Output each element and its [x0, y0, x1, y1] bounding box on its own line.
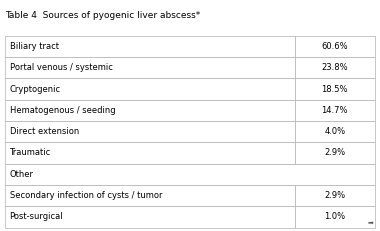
- Bar: [294, 185, 375, 206]
- Bar: [294, 36, 375, 57]
- Bar: [5, 142, 294, 164]
- Bar: [294, 78, 375, 100]
- Text: 1.0%: 1.0%: [324, 212, 345, 221]
- Text: Direct extension: Direct extension: [10, 127, 79, 136]
- Bar: [5, 100, 294, 121]
- Text: 2.9%: 2.9%: [324, 149, 345, 158]
- Bar: [5, 185, 294, 206]
- Text: Cryptogenic: Cryptogenic: [10, 85, 61, 94]
- Text: Biliary tract: Biliary tract: [10, 42, 59, 51]
- Text: Secondary infection of cysts / tumor: Secondary infection of cysts / tumor: [10, 191, 162, 200]
- Text: 23.8%: 23.8%: [321, 63, 348, 72]
- Bar: [5, 36, 294, 57]
- Text: 2.9%: 2.9%: [324, 191, 345, 200]
- Bar: [294, 206, 375, 228]
- Text: Traumatic: Traumatic: [10, 149, 51, 158]
- Text: 60.6%: 60.6%: [321, 42, 348, 51]
- Bar: [294, 142, 375, 164]
- Text: Hematogenous / seeding: Hematogenous / seeding: [10, 106, 115, 115]
- Bar: [5, 78, 294, 100]
- Bar: [294, 57, 375, 78]
- Bar: [5, 206, 294, 228]
- Text: ➡: ➡: [367, 220, 373, 226]
- Text: 14.7%: 14.7%: [321, 106, 348, 115]
- Bar: [5, 57, 294, 78]
- Text: Table 4  Sources of pyogenic liver abscess*: Table 4 Sources of pyogenic liver absces…: [5, 11, 200, 20]
- Bar: [5, 121, 294, 142]
- Bar: [294, 121, 375, 142]
- Text: Other: Other: [10, 170, 33, 179]
- Text: Portal venous / systemic: Portal venous / systemic: [10, 63, 112, 72]
- Text: Post-surgical: Post-surgical: [10, 212, 63, 221]
- Bar: [294, 100, 375, 121]
- Text: 4.0%: 4.0%: [324, 127, 345, 136]
- Text: 18.5%: 18.5%: [321, 85, 348, 94]
- Bar: [5, 164, 375, 185]
